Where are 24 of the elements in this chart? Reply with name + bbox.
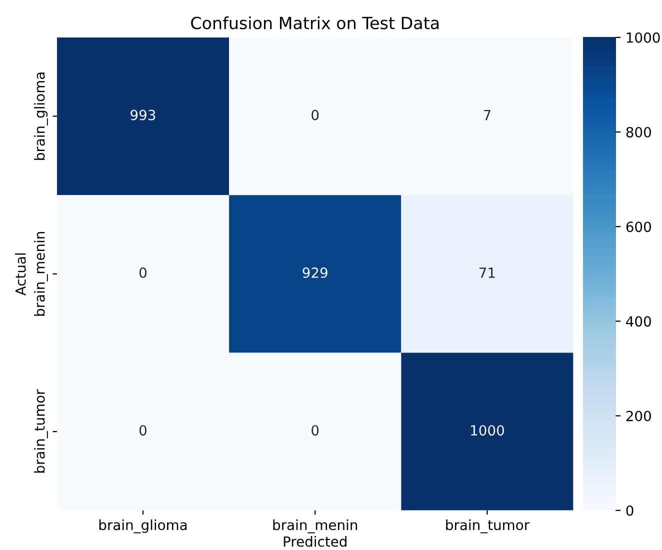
color-bar-label: 800 <box>626 126 651 138</box>
y-axis-title: Actual <box>15 253 26 296</box>
data-label: 1000 <box>471 425 504 436</box>
y-tick-label: brain_menin <box>34 232 48 316</box>
data-label: 929 <box>302 267 328 278</box>
chart-title: Confusion Matrix on Test Data <box>191 16 439 30</box>
data-label: 993 <box>130 110 156 120</box>
color-bar-label: 600 <box>626 222 651 232</box>
color-bar-label: 1000 <box>626 32 660 43</box>
data-label: 0 <box>312 425 319 436</box>
x-tick-label: brain_tumor <box>446 519 530 534</box>
data-label: 0 <box>312 110 319 120</box>
x-tick-label: brain_menin <box>273 519 358 534</box>
color-bar-label: 400 <box>626 316 651 327</box>
data-label: 0 <box>139 425 146 436</box>
data-label: 7 <box>484 110 490 120</box>
color-bar-label: 200 <box>626 410 651 422</box>
data-label: 0 <box>139 267 146 278</box>
data-label: 71 <box>480 268 495 278</box>
y-tick-label: brain_tumor <box>34 389 48 473</box>
x-axis-title: Predicted <box>284 536 346 547</box>
color-bar-label: 0 <box>626 505 634 516</box>
y-tick-label: brain_glioma <box>34 72 48 160</box>
x-tick-label: brain_glioma <box>99 519 187 534</box>
